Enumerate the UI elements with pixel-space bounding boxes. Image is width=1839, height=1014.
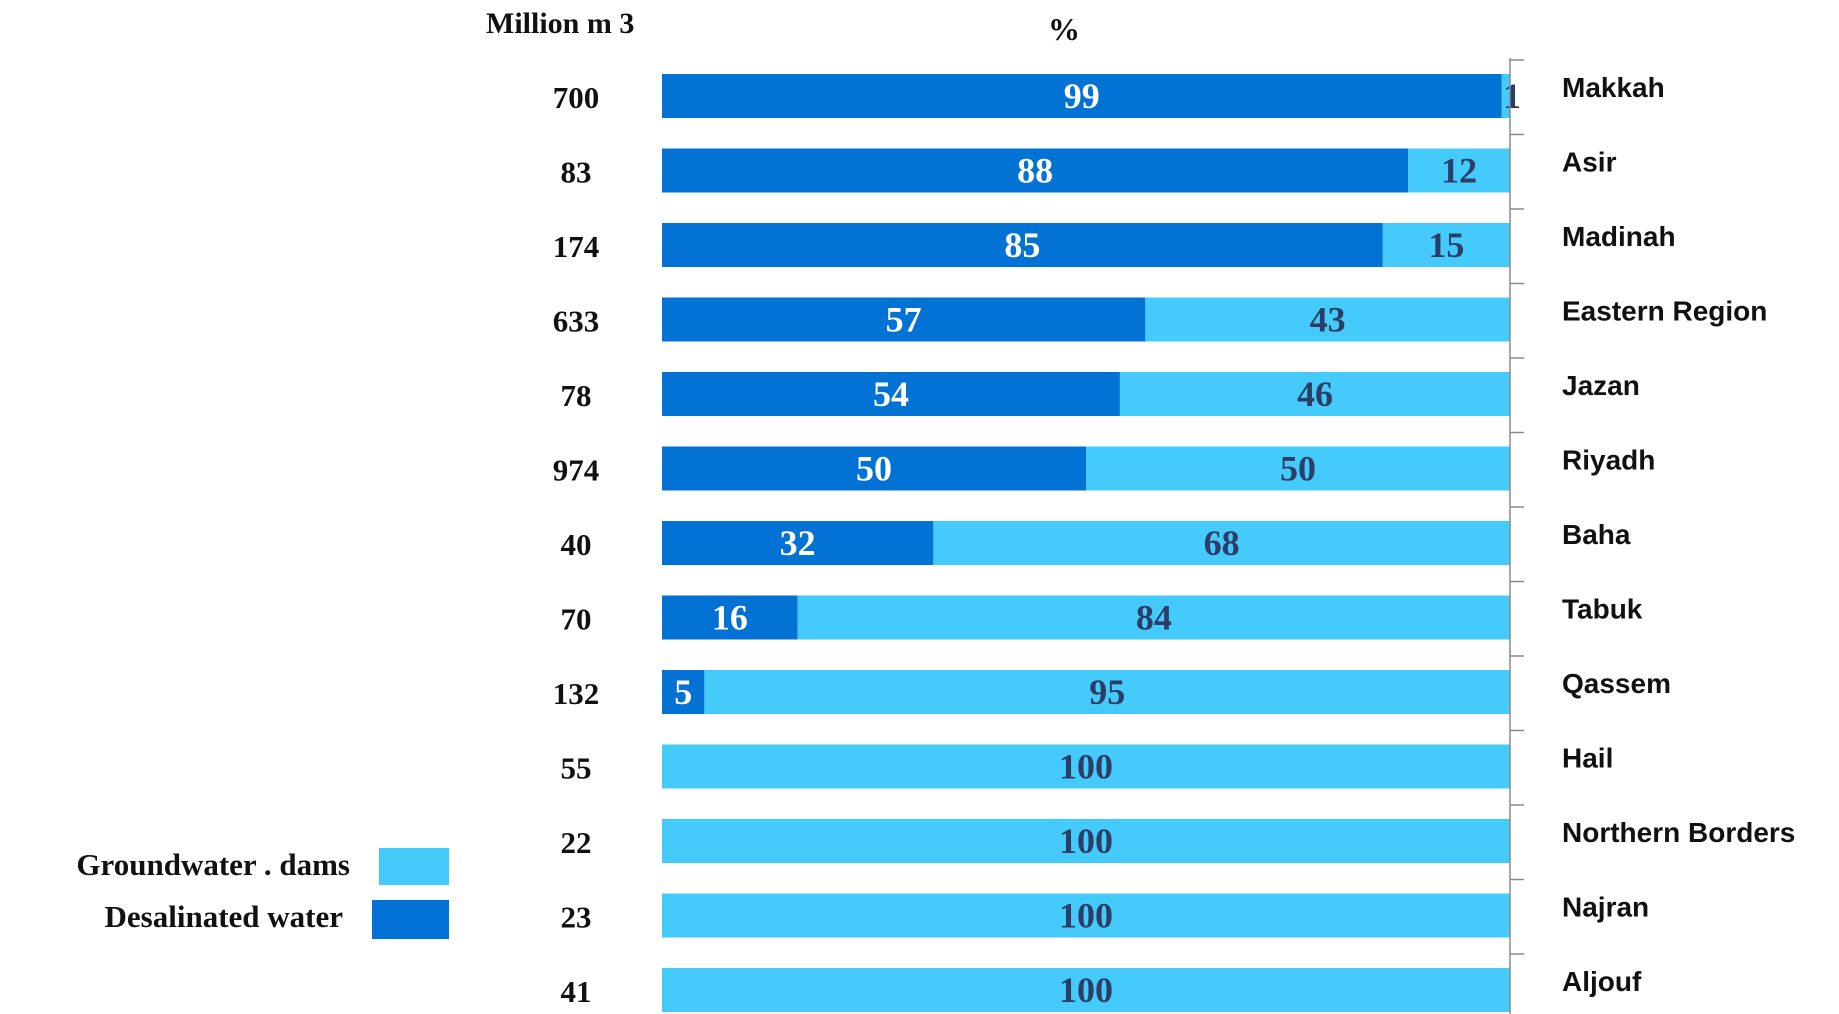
axis-ticks-group [1510, 59, 1524, 955]
data-label-asir-groundwater-dams: 12 [1441, 151, 1477, 191]
data-label-makkah-groundwater-dams: 1 [1503, 76, 1521, 116]
bar-jazan-groundwater-dams [1119, 372, 1510, 416]
volume-hail: 55 [561, 751, 592, 786]
category-label-tabuk: Tabuk [1562, 594, 1643, 625]
volume-najran: 23 [561, 900, 592, 935]
data-labels-group: 99 1 88 12 85 15 57 43 54 46 50 50 32 68 16 84 5 95 100 100… [674, 76, 1521, 1010]
data-label-jazan-desalinated-water: 54 [873, 374, 909, 414]
data-label-aljouf-groundwater-dams: 100 [1059, 970, 1113, 1010]
bar-madinah-groundwater-dams [1382, 223, 1510, 267]
bar-tabuk-desalinated-water [662, 595, 798, 640]
volume-makkah: 700 [553, 80, 600, 115]
legend: Groundwater . dams Desalinated water [76, 847, 449, 939]
bar-riyadh-groundwater-dams [1086, 446, 1510, 491]
data-label-makkah-desalinated-water: 99 [1064, 76, 1100, 116]
bar-baha-groundwater-dams [933, 521, 1510, 565]
category-label-najran: Najran [1562, 892, 1649, 923]
bar-eastern-region-desalinated-water [662, 297, 1146, 342]
bars-group [662, 74, 1510, 1012]
volume-madinah: 174 [553, 229, 600, 264]
bar-makkah-desalinated-water [662, 74, 1502, 118]
volume-header: Million m 3 [486, 7, 634, 40]
category-label-eastern-region: Eastern Region [1562, 296, 1767, 327]
volume-qassem: 132 [553, 676, 600, 711]
volume-eastern-region: 633 [553, 304, 600, 339]
legend-swatch-desalinated [372, 900, 449, 939]
volume-tabuk: 70 [561, 602, 592, 637]
data-label-eastern-region-desalinated-water: 57 [886, 300, 922, 340]
percent-header: % [1048, 11, 1080, 47]
legend-label-groundwater: Groundwater . dams [76, 847, 350, 882]
legend-swatch-groundwater [379, 848, 449, 885]
data-label-qassem-groundwater-dams: 95 [1089, 672, 1125, 712]
volume-northern-borders: 22 [561, 825, 592, 860]
category-label-qassem: Qassem [1562, 668, 1671, 699]
category-label-baha: Baha [1562, 519, 1631, 550]
bar-asir-desalinated-water [662, 148, 1409, 193]
data-label-eastern-region-groundwater-dams: 43 [1310, 300, 1346, 340]
volume-asir: 83 [561, 155, 592, 190]
category-labels-group: Makkah Asir Madinah Eastern Region Jazan Riya… [1562, 72, 1795, 997]
data-label-tabuk-groundwater-dams: 84 [1136, 598, 1172, 638]
volume-riyadh: 974 [553, 453, 600, 488]
bar-hail-groundwater-dams [662, 744, 1510, 789]
volume-aljouf: 41 [561, 974, 592, 1009]
volume-baha: 40 [561, 527, 592, 562]
category-label-aljouf: Aljouf [1562, 966, 1642, 997]
data-label-madinah-groundwater-dams: 15 [1428, 225, 1464, 265]
category-label-madinah: Madinah [1562, 221, 1676, 252]
bar-makkah-groundwater-dams [1501, 74, 1510, 118]
category-label-riyadh: Riyadh [1562, 445, 1655, 476]
data-label-tabuk-desalinated-water: 16 [712, 598, 748, 638]
data-label-asir-desalinated-water: 88 [1017, 151, 1053, 191]
bar-aljouf-groundwater-dams [662, 968, 1510, 1012]
category-label-northern-borders: Northern Borders [1562, 817, 1795, 848]
volume-labels-group: 700 83 174 633 78 974 40 70 132 55 22 23 41 [553, 80, 600, 1009]
bar-madinah-desalinated-water [662, 223, 1383, 267]
category-label-asir: Asir [1562, 147, 1617, 178]
data-label-najran-groundwater-dams: 100 [1059, 896, 1113, 936]
bar-qassem-desalinated-water [662, 670, 705, 714]
data-label-baha-desalinated-water: 32 [780, 523, 816, 563]
bar-eastern-region-groundwater-dams [1145, 297, 1510, 342]
bar-northern-borders-groundwater-dams [662, 819, 1510, 863]
data-label-riyadh-desalinated-water: 50 [856, 449, 892, 489]
bar-najran-groundwater-dams [662, 893, 1510, 938]
data-label-riyadh-groundwater-dams: 50 [1280, 449, 1316, 489]
bar-asir-groundwater-dams [1408, 148, 1510, 193]
bar-jazan-desalinated-water [662, 372, 1120, 416]
bar-tabuk-groundwater-dams [797, 595, 1510, 640]
bar-qassem-groundwater-dams [704, 670, 1510, 714]
category-label-hail: Hail [1562, 743, 1613, 774]
bar-riyadh-desalinated-water [662, 446, 1086, 491]
data-label-northern-borders-groundwater-dams: 100 [1059, 821, 1113, 861]
category-label-jazan: Jazan [1562, 370, 1640, 401]
category-label-makkah: Makkah [1562, 72, 1665, 103]
data-label-baha-groundwater-dams: 68 [1204, 523, 1240, 563]
data-label-hail-groundwater-dams: 100 [1059, 747, 1113, 787]
bar-baha-desalinated-water [662, 521, 934, 565]
volume-jazan: 78 [561, 378, 592, 413]
data-label-qassem-desalinated-water: 5 [674, 672, 692, 712]
data-label-jazan-groundwater-dams: 46 [1297, 374, 1333, 414]
data-label-madinah-desalinated-water: 85 [1004, 225, 1040, 265]
legend-label-desalinated: Desalinated water [105, 899, 344, 934]
